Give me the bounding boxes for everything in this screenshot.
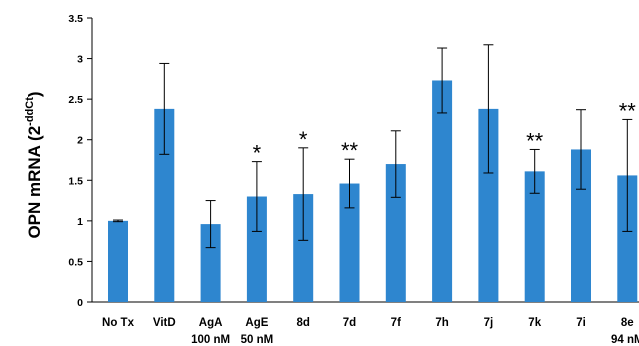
bar: [339, 183, 360, 302]
category-labels: No Tx VitD AgA 100 nM AgE 50 nM 8d 7d 7f 7h 7j 7k 7i…: [102, 317, 639, 346]
significance-marker: *: [299, 127, 308, 152]
x-tick-sublabel: 100 nM: [191, 334, 230, 346]
significance-marker: **: [619, 98, 637, 123]
y-tick-label: 1: [77, 216, 83, 228]
y-tick-label: 1.5: [68, 175, 83, 187]
error-bar: [483, 44, 494, 174]
y-axis-label-superscript: -ddCt: [24, 97, 36, 126]
x-tick-label: No Tx: [102, 317, 135, 329]
x-tick-label: 7d: [343, 317, 356, 329]
bar: [478, 108, 499, 302]
y-tick-label: 0.5: [68, 256, 83, 268]
x-tick-label: 7h: [435, 317, 448, 329]
x-tick-label: 8e: [621, 317, 634, 329]
y-tick-label: 0: [77, 297, 83, 309]
error-bar: [113, 219, 123, 223]
y-tick-label: 2: [77, 135, 83, 147]
significance-marker: **: [341, 138, 359, 163]
x-tick-label: AgE: [245, 317, 268, 329]
y-axis-label-main: OPN mRNA (2: [25, 126, 44, 239]
error-bar: [437, 47, 448, 114]
bar: [200, 224, 221, 302]
x-tick-label: AgA: [199, 317, 223, 329]
y-tick-label: 2.5: [68, 94, 83, 106]
error-bar: [529, 148, 540, 194]
y-axis-label-close: ): [25, 91, 44, 97]
bar: [617, 175, 638, 302]
error-bar: [344, 158, 355, 209]
bar: [571, 149, 591, 302]
y-axis-label: OPN mRNA (2-ddCt): [24, 91, 44, 238]
error-bar: [390, 130, 401, 198]
x-tick-label: 7j: [484, 317, 494, 329]
error-bar: [159, 62, 170, 155]
error-bar: [205, 200, 216, 249]
error-bar: [298, 147, 309, 241]
error-bar: [622, 118, 633, 232]
x-tick-label: VitD: [153, 317, 176, 329]
bar: [246, 196, 267, 302]
x-tick-sublabel: 94 nM: [611, 334, 639, 346]
bar-series: [108, 80, 638, 302]
error-bar: [251, 161, 262, 232]
bar: [154, 108, 175, 302]
bar: [385, 164, 406, 302]
y-axis-title: OPN mRNA (2-ddCt): [24, 91, 44, 238]
significance-markers: ** ** ****: [253, 98, 637, 165]
bar: [293, 194, 314, 302]
bar: [432, 80, 453, 302]
bar: [108, 220, 128, 302]
x-tick-label: 7f: [391, 317, 401, 329]
x-tick-sublabel: 50 nM: [241, 334, 274, 346]
error-bar: [576, 109, 586, 190]
significance-marker: **: [526, 128, 544, 153]
bar: [524, 171, 545, 302]
y-axis: 0 0.5 1 1.5 2 2.5 3 3.5: [68, 13, 93, 309]
error-bars: [113, 44, 633, 249]
x-tick-label: 7i: [576, 317, 586, 329]
significance-marker: *: [253, 141, 262, 166]
y-tick-label: 3.5: [68, 13, 83, 25]
x-tick-label: 8d: [296, 317, 309, 329]
x-tick-label: 7k: [528, 317, 541, 329]
y-tick-label: 3: [77, 54, 83, 66]
